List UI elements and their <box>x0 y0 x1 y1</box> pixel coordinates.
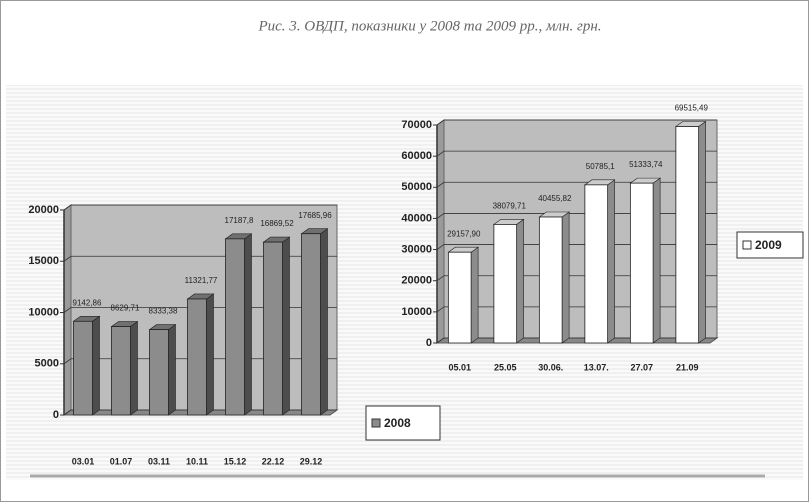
x-tick-label: 10.11 <box>186 456 208 466</box>
grid-line <box>436 275 717 282</box>
y-tick-label: 20000 <box>28 204 59 216</box>
legend-swatch <box>742 240 752 250</box>
grid-line <box>436 337 717 344</box>
x-tick-label: 29.12 <box>300 456 323 466</box>
x-tick-label: 01.07 <box>110 456 133 466</box>
y-tick-label: 40000 <box>401 212 432 224</box>
value-label: 16869,52 <box>260 219 294 228</box>
value-label: 29157,90 <box>447 229 481 238</box>
x-tick-label: 13.07. <box>584 362 609 372</box>
bar-side <box>168 323 176 416</box>
y-tick-label: 50000 <box>401 181 432 193</box>
value-label: 69515,49 <box>675 104 709 113</box>
bar <box>675 126 700 344</box>
floor <box>435 337 719 344</box>
x-tick-label: 25.05 <box>494 362 517 372</box>
grid-line <box>63 204 337 211</box>
bar <box>73 320 93 416</box>
bar <box>493 224 518 344</box>
value-label: 8333,38 <box>149 307 178 316</box>
bar <box>447 251 472 344</box>
bar-side <box>92 315 100 416</box>
value-label: 50785,1 <box>586 162 615 171</box>
grid-line <box>436 150 717 157</box>
bar-side <box>206 293 214 416</box>
caption: Рис. 3. ОВДП, показники у 2008 та 2009 р… <box>257 18 601 34</box>
bar-side <box>282 236 290 416</box>
y-tick-label: 5000 <box>35 358 59 370</box>
bar <box>584 184 609 344</box>
x-tick-label: 27.07 <box>630 362 653 372</box>
x-tick-label: 15.12 <box>224 456 247 466</box>
legend-swatch <box>371 418 381 428</box>
x-tick-label: 22.12 <box>262 456 285 466</box>
bar <box>263 241 283 416</box>
bar-side <box>470 246 479 344</box>
legend-label: 2009 <box>755 238 782 252</box>
bar <box>149 329 169 416</box>
bar-side <box>130 320 138 416</box>
legend-label: 2008 <box>384 416 411 430</box>
x-tick-label: 03.01 <box>72 456 95 466</box>
y-tick-label: 30000 <box>401 243 432 255</box>
y-tick-label: 70000 <box>401 119 432 131</box>
value-label: 9142,86 <box>73 298 102 307</box>
value-label: 51333,74 <box>629 160 663 169</box>
bar-side <box>607 179 615 344</box>
bar <box>225 238 245 416</box>
bar <box>187 298 207 416</box>
grid-line <box>436 244 717 250</box>
grid-line <box>436 119 717 126</box>
value-label: 11321,77 <box>185 276 218 285</box>
value-label: 17187,8 <box>225 216 254 225</box>
bar <box>301 233 321 416</box>
value-label: 38079,71 <box>493 202 527 211</box>
bar-side <box>652 177 661 344</box>
x-tick-label: 03.11 <box>148 456 170 466</box>
y-tick-label: 20000 <box>401 275 432 287</box>
y-tick-label: 10000 <box>28 306 59 318</box>
grid-line <box>436 213 717 219</box>
grid-line <box>436 181 717 188</box>
x-tick-label: 30.06. <box>538 362 563 372</box>
y-tick-label: 0 <box>53 409 59 421</box>
bar-side <box>516 218 524 344</box>
y-tick-label: 0 <box>426 337 432 349</box>
value-label: 40455,82 <box>538 194 572 203</box>
bar-side <box>698 120 706 344</box>
bar <box>538 216 563 344</box>
value-label: 17685,96 <box>298 211 332 220</box>
grid-line <box>436 306 717 313</box>
bar-side <box>320 228 328 416</box>
bar <box>629 182 654 344</box>
bar-side <box>244 233 252 416</box>
bar <box>111 326 131 416</box>
bar-side <box>561 211 570 344</box>
y-tick-label: 15000 <box>28 255 59 267</box>
y-tick-label: 10000 <box>401 306 432 318</box>
x-tick-label: 21.09 <box>676 362 699 372</box>
x-tick-label: 05.01 <box>448 362 471 372</box>
y-tick-label: 60000 <box>401 150 432 162</box>
value-label: 8629,71 <box>111 304 140 313</box>
